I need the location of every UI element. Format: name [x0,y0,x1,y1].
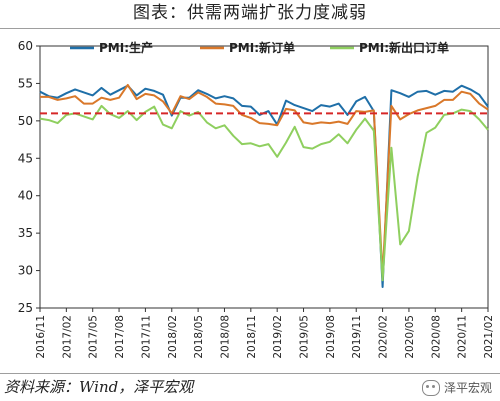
source-note: 资料来源：Wind，泽平宏观 [4,378,194,396]
y-tick-label: 40 [18,189,33,203]
x-tick-label: 2016/11 [35,315,47,359]
chart-title: 图表：供需两端扩张力度减弱 [133,3,367,23]
y-tick-label: 60 [18,39,33,53]
title-divider [0,28,500,29]
x-tick-label: 2018/11 [246,315,258,359]
y-tick-label: 35 [18,226,33,240]
x-tick-label: 2017/11 [140,315,152,359]
y-tick-label: 30 [18,264,33,278]
legend-label: PMI:新订单 [229,40,295,55]
y-tick-label: 25 [18,301,33,315]
x-tick-label: 2019/02 [272,315,284,359]
x-tick-label: 2019/05 [299,315,311,359]
x-tick-label: 2021/02 [483,315,495,359]
y-tick-label: 45 [18,151,33,165]
x-tick-label: 2018/05 [193,315,205,359]
x-tick-label: 2017/02 [61,315,73,359]
chart-series [39,83,489,288]
y-tick-label: 50 [18,114,33,128]
watermark: 泽平宏观 [421,379,492,396]
chart-axes: 25 30 35 40 45 50 55 60 2016/11 2017/02 2017/05 201… [18,39,495,359]
legend-label: PMI:生产 [99,40,153,55]
x-tick-label: 2017/05 [88,315,100,359]
x-tick-label: 2020/11 [457,315,469,359]
legend-label: PMI:新出口订单 [359,40,449,55]
x-tick-label: 2018/02 [167,315,179,359]
series-line-1 [40,83,489,277]
x-tick-label: 2017/08 [114,315,126,359]
source-divider [0,373,500,374]
x-tick-label: 2018/08 [219,315,231,359]
plot-frame [39,45,489,309]
x-tick-label: 2019/08 [325,315,337,359]
series-line-2 [39,104,489,282]
chart-legend: PMI:生产 PMI:新订单 PMI:新出口订单 [70,40,449,55]
x-tick-label: 2019/11 [351,315,363,359]
x-tick-label: 2020/02 [378,315,390,359]
y-tick-label: 55 [18,76,33,90]
wechat-icon [421,379,440,396]
series-line-0 [39,84,489,288]
watermark-label: 泽平宏观 [443,381,492,395]
pmi-line-chart: 25 30 35 40 45 50 55 60 2016/11 2017/02 2017/05 201… [18,39,495,359]
x-tick-label: 2020/05 [404,315,416,359]
x-tick-label: 2020/08 [430,315,442,359]
